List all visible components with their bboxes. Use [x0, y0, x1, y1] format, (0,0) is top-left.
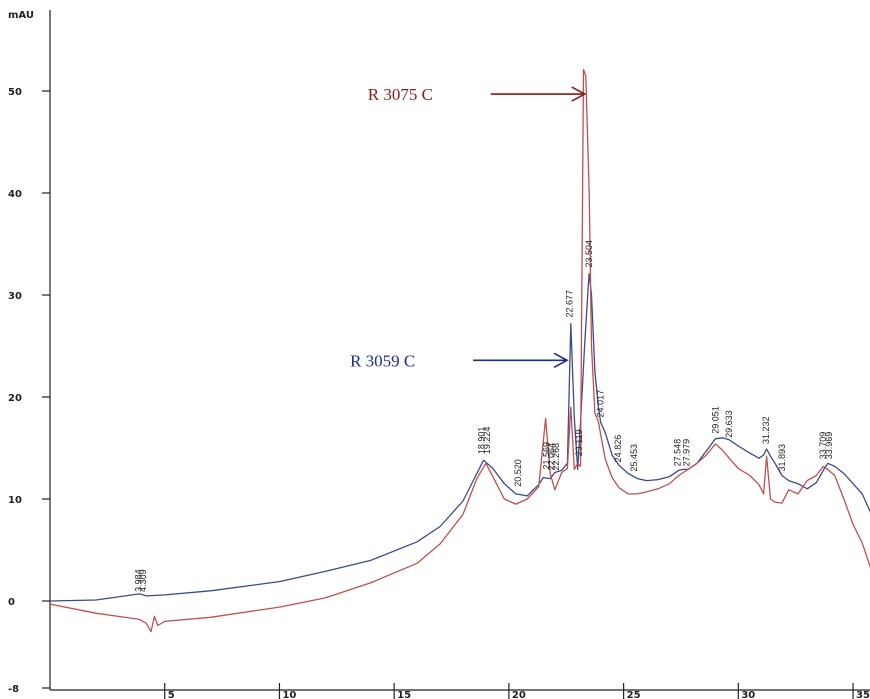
y-tick-label: -8: [8, 684, 19, 695]
peak-label: 23.119: [574, 429, 584, 456]
series-line-1: [49, 272, 870, 602]
peak-label: 25.453: [629, 444, 639, 472]
peak-label: 21.569: [542, 442, 552, 470]
series-line-2: [49, 68, 870, 633]
x-tick-label: 35: [856, 690, 870, 699]
x-tick-label: 15: [397, 690, 411, 699]
annotation-arrowhead: [571, 86, 587, 102]
peak-label: 18.901: [476, 427, 486, 455]
annotation-label: R 3075 C: [368, 85, 433, 104]
peak-label: 22.268: [551, 443, 561, 471]
y-axis-unit-label: mAU: [8, 10, 34, 21]
peak-label: 22.677: [565, 290, 575, 318]
peak-label: 31.893: [777, 444, 787, 472]
x-tick-label: 20: [512, 690, 526, 699]
peak-label: 29.633: [724, 410, 734, 438]
y-tick-label: 30: [8, 291, 22, 302]
peak-label: 24.017: [596, 390, 606, 418]
peak-label: 4.309: [138, 569, 148, 592]
peak-label: 24.826: [613, 435, 623, 463]
peak-label: 20.520: [513, 459, 523, 487]
peak-label: 23.504: [584, 240, 594, 268]
axes: mAU -8 0 10 20 30 40 50 5 10 15 20 25 30 35: [8, 10, 870, 699]
peak-label: 27.548: [673, 439, 683, 467]
y-tick-label: 0: [8, 597, 15, 608]
x-tick-label: 25: [627, 690, 641, 699]
peak-label: 33.969: [824, 432, 834, 460]
annotations: R 3075 C R 3059 C: [350, 85, 587, 370]
y-tick-label: 50: [8, 87, 22, 98]
x-tick-label: 5: [168, 690, 175, 699]
peak-label: 31.232: [761, 416, 771, 444]
peak-label: 27.979: [682, 439, 692, 467]
peak-label: 22.064: [546, 443, 556, 471]
peak-label: 29.051: [710, 406, 720, 434]
peak-label: 3.984: [133, 569, 143, 592]
peak-label: 33.709: [818, 432, 828, 460]
y-tick-label: 20: [8, 393, 22, 404]
y-tick-label: 40: [8, 189, 22, 200]
x-tick-label: 30: [741, 690, 755, 699]
series-layer: [49, 68, 870, 633]
peak-label: 19.224: [482, 427, 492, 455]
annotation-arrowhead: [553, 352, 569, 368]
y-tick-label: 10: [8, 495, 22, 506]
annotation-label: R 3059 C: [350, 351, 415, 370]
x-tick-label: 10: [282, 690, 296, 699]
